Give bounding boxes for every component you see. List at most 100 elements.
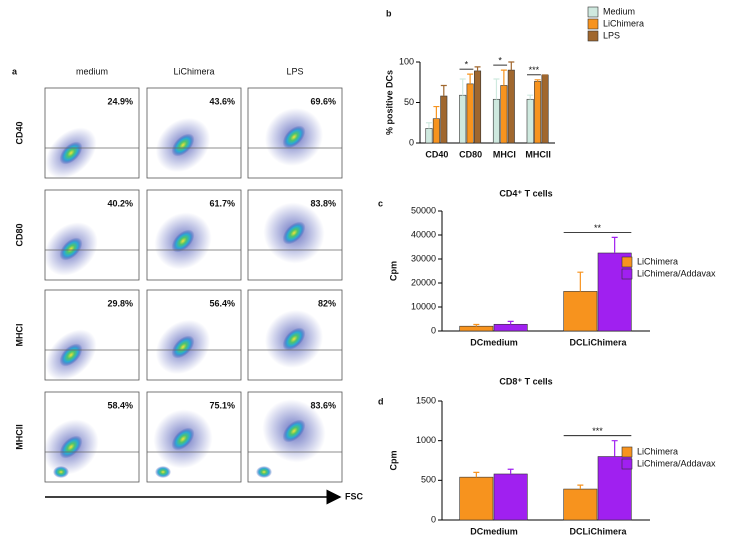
error-bar <box>474 66 481 71</box>
legend-label: LPS <box>603 30 620 40</box>
legend-swatch <box>587 6 599 18</box>
panel-label: d <box>378 396 384 406</box>
y-tick-label: 50 <box>404 97 414 107</box>
density-core <box>59 435 83 459</box>
density-core <box>282 327 306 351</box>
legend-label: LiChimera <box>637 256 678 266</box>
density-core <box>59 141 83 165</box>
y-tick-label: 1000 <box>416 435 436 445</box>
bar <box>493 323 528 332</box>
density-core <box>171 335 195 359</box>
error-bar <box>493 78 500 100</box>
y-tick-label: 500 <box>421 475 436 485</box>
percentage: 43.6% <box>209 96 235 106</box>
error-bar <box>440 84 447 97</box>
error-bar <box>577 271 584 292</box>
density-core <box>171 427 195 451</box>
column-header: LiChimera <box>173 66 214 76</box>
column-header: LPS <box>286 66 303 76</box>
density-core <box>59 343 83 367</box>
bar <box>492 98 500 144</box>
percentage: 58.4% <box>107 400 133 410</box>
bar <box>507 69 515 144</box>
legend-swatch <box>587 18 599 30</box>
panel-label: a <box>12 66 18 76</box>
y-tick-label: 1500 <box>416 395 436 405</box>
legend-swatch <box>621 256 633 268</box>
x-tick-label: DCLiChimera <box>569 526 627 536</box>
y-tick-label: 0 <box>431 325 436 335</box>
legend-label: LiChimera/Addavax <box>637 268 716 278</box>
density-core <box>171 133 195 157</box>
error-bar <box>577 484 584 490</box>
x-tick-label: DCLiChimera <box>569 337 627 347</box>
panel-label: c <box>378 198 383 208</box>
percentage: 69.6% <box>310 96 336 106</box>
y-axis-label: Cpm <box>388 261 398 281</box>
bar <box>466 83 474 144</box>
bar <box>474 70 482 144</box>
y-tick-label: 40000 <box>411 229 436 239</box>
percentage: 82% <box>318 298 336 308</box>
row-label: CD80 <box>14 223 24 246</box>
bar <box>526 98 534 144</box>
significance-label: *** <box>529 65 540 75</box>
row-label: CD40 <box>14 121 24 144</box>
bar <box>563 291 598 332</box>
bar <box>425 128 433 144</box>
legend-label: Medium <box>603 6 635 16</box>
significance-label: * <box>465 60 469 70</box>
y-tick-label: 30000 <box>411 253 436 263</box>
percentage: 83.6% <box>310 400 336 410</box>
bar <box>459 325 494 332</box>
error-bar <box>500 69 507 86</box>
chart-title: CD8⁺ T cells <box>499 376 552 386</box>
x-tick-label: CD40 <box>425 149 448 159</box>
density-core <box>282 419 306 443</box>
significance-label: *** <box>592 426 603 436</box>
percentage: 29.8% <box>107 298 133 308</box>
error-bar <box>611 440 618 457</box>
bar <box>541 74 549 144</box>
percentage: 61.7% <box>209 198 235 208</box>
error-bar <box>611 236 618 253</box>
error-bar <box>473 323 480 327</box>
error-bar <box>433 105 440 119</box>
x-tick-label: DCmedium <box>470 526 518 536</box>
legend-swatch <box>587 30 599 42</box>
significance-label: ** <box>594 223 602 233</box>
percentage: 40.2% <box>107 198 133 208</box>
density-core <box>171 229 195 253</box>
error-bar <box>425 122 432 129</box>
y-axis-label: % positive DCs <box>384 70 394 135</box>
error-bar <box>467 73 474 84</box>
error-bar <box>527 94 534 100</box>
x-tick-label: CD80 <box>459 149 482 159</box>
error-bar <box>459 78 466 96</box>
density-core <box>256 466 272 478</box>
legend-label: LiChimera <box>603 18 644 28</box>
bar <box>440 95 448 144</box>
error-bar <box>508 61 515 71</box>
y-tick-label: 0 <box>409 137 414 147</box>
row-label: MHCI <box>14 324 24 347</box>
y-tick-label: 100 <box>399 56 414 66</box>
error-bar <box>534 79 541 82</box>
bar <box>459 94 467 144</box>
legend-swatch <box>621 268 633 280</box>
legend-label: LiChimera/Addavax <box>637 458 716 468</box>
x-tick-label: DCmedium <box>470 337 518 347</box>
significance-label: * <box>498 55 502 65</box>
density-core <box>282 221 306 245</box>
bar <box>432 118 440 144</box>
legend-swatch <box>621 458 633 470</box>
x-axis-label: FSC <box>345 491 364 501</box>
density-core <box>155 466 171 478</box>
y-axis-label: Cpm <box>388 451 398 471</box>
bar <box>459 476 494 521</box>
x-tick-label: MHCII <box>525 149 551 159</box>
density-core <box>53 466 69 478</box>
chart-title: CD4⁺ T cells <box>499 188 552 198</box>
panel-label: b <box>386 8 392 18</box>
